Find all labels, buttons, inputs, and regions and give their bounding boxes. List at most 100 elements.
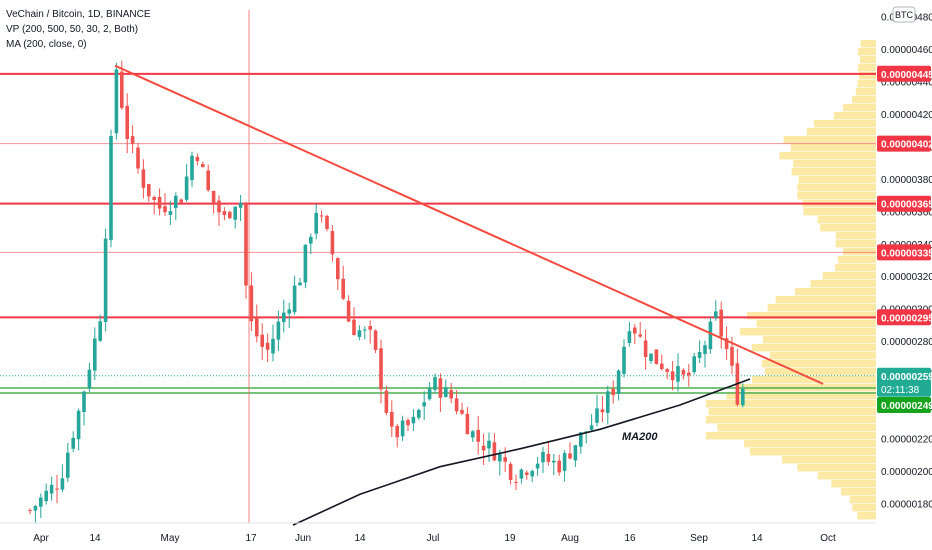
- candle-body: [336, 258, 340, 280]
- candle-body: [28, 510, 32, 511]
- volume-profile-bar: [851, 96, 876, 104]
- volume-profile-bar: [849, 496, 877, 504]
- volume-profile-bar: [858, 48, 877, 56]
- volume-profile-bar: [822, 272, 876, 280]
- volume-profile-bar: [859, 72, 877, 80]
- candle-body: [314, 212, 318, 234]
- volume-profile-bar: [837, 256, 877, 264]
- candle-body: [330, 231, 335, 255]
- x-tick-label: 14: [89, 533, 101, 544]
- y-tick-label: 0.00000280: [881, 337, 932, 348]
- candle-body: [276, 321, 281, 340]
- candle-body: [357, 330, 362, 337]
- candle-body: [622, 346, 626, 374]
- candle-body: [427, 388, 432, 400]
- volume-profile-bar: [855, 88, 877, 96]
- volume-profile-bar: [817, 216, 876, 224]
- volume-profile-bar: [726, 392, 877, 400]
- candle-body: [660, 363, 664, 369]
- x-tick-label: 14: [751, 533, 763, 544]
- volume-profile-bar: [852, 504, 877, 512]
- candle-body: [573, 445, 578, 461]
- level-price-label: 0.00000335: [881, 248, 932, 259]
- volume-profile-bar: [860, 40, 876, 48]
- candle-body: [190, 155, 194, 181]
- volume-profile-bar: [706, 400, 876, 408]
- candle-body: [373, 330, 378, 350]
- volume-profile-bar: [756, 320, 876, 328]
- candle-body: [422, 402, 426, 407]
- currency-badge[interactable]: [892, 6, 916, 23]
- candle-body: [265, 342, 270, 350]
- candle-body: [638, 334, 642, 337]
- candle-body: [708, 321, 713, 350]
- candle-body: [287, 309, 291, 314]
- candle-body: [460, 410, 464, 414]
- candle-body: [692, 356, 696, 373]
- last-price-label-bg: [877, 367, 931, 397]
- candle-body: [541, 451, 545, 463]
- volume-profile-bar: [793, 160, 877, 168]
- volume-profile-bar: [764, 368, 877, 376]
- volume-profile-bar: [708, 408, 877, 416]
- candle-body: [557, 460, 561, 473]
- volume-profile-bar: [797, 192, 877, 200]
- candle-body: [681, 370, 686, 375]
- volume-profile-bar: [797, 464, 877, 472]
- candle-body: [465, 413, 470, 435]
- candle-body: [238, 202, 243, 208]
- price-axis[interactable]: [876, 0, 932, 550]
- level-price-label-bg: [877, 65, 931, 82]
- level-price-label-bg: [877, 195, 931, 212]
- x-tick-label: 17: [245, 533, 257, 544]
- candle-body: [562, 453, 567, 471]
- candle-body: [643, 340, 648, 357]
- candle-body: [535, 463, 540, 469]
- x-tick-label: Oct: [820, 533, 836, 544]
- candle-body: [49, 484, 54, 494]
- candle-body: [93, 338, 97, 371]
- y-tick-label: 0.00000420: [881, 110, 932, 121]
- volume-profile-bar: [746, 312, 877, 320]
- candle-body: [498, 454, 502, 462]
- volume-profile-bar: [775, 296, 877, 304]
- candle-body: [471, 431, 475, 438]
- candle-body: [724, 338, 729, 350]
- countdown-label: 02:11:38: [881, 385, 920, 396]
- volume-profile-bar: [820, 224, 877, 232]
- candle-body: [103, 238, 108, 322]
- candle-body: [411, 416, 416, 424]
- candle-body: [703, 345, 707, 355]
- candle-body: [66, 452, 70, 478]
- candle-body: [481, 445, 486, 451]
- candle-body: [444, 387, 448, 397]
- candle-body: [244, 203, 248, 286]
- candle-body: [222, 211, 227, 215]
- candle-body: [114, 69, 119, 134]
- volume-profile-bar: [782, 456, 877, 464]
- candle-body: [292, 285, 297, 313]
- candle-body: [125, 105, 129, 139]
- candle-body: [687, 372, 691, 376]
- candle-body: [719, 309, 723, 337]
- descending-trendline: [114, 64, 824, 385]
- x-tick-label: Jun: [295, 533, 311, 544]
- volume-profile-bar: [794, 288, 876, 296]
- candle-body: [670, 371, 675, 381]
- candle-body: [352, 319, 356, 335]
- x-tick-label: Sep: [690, 533, 708, 544]
- level-price-label: 0.00000295: [881, 313, 932, 324]
- volume-profile-bar: [803, 208, 876, 216]
- candle-body: [341, 278, 345, 299]
- candle-body: [271, 338, 275, 354]
- candle-body: [163, 206, 167, 213]
- candle-body: [71, 437, 75, 449]
- candle-body: [665, 369, 669, 372]
- level-price-label: 0.00000365: [881, 200, 932, 211]
- volume-profile-bar: [744, 440, 876, 448]
- volume-profile-bar: [857, 512, 877, 520]
- volume-profile-bar: [835, 232, 876, 240]
- candle-body: [595, 408, 599, 423]
